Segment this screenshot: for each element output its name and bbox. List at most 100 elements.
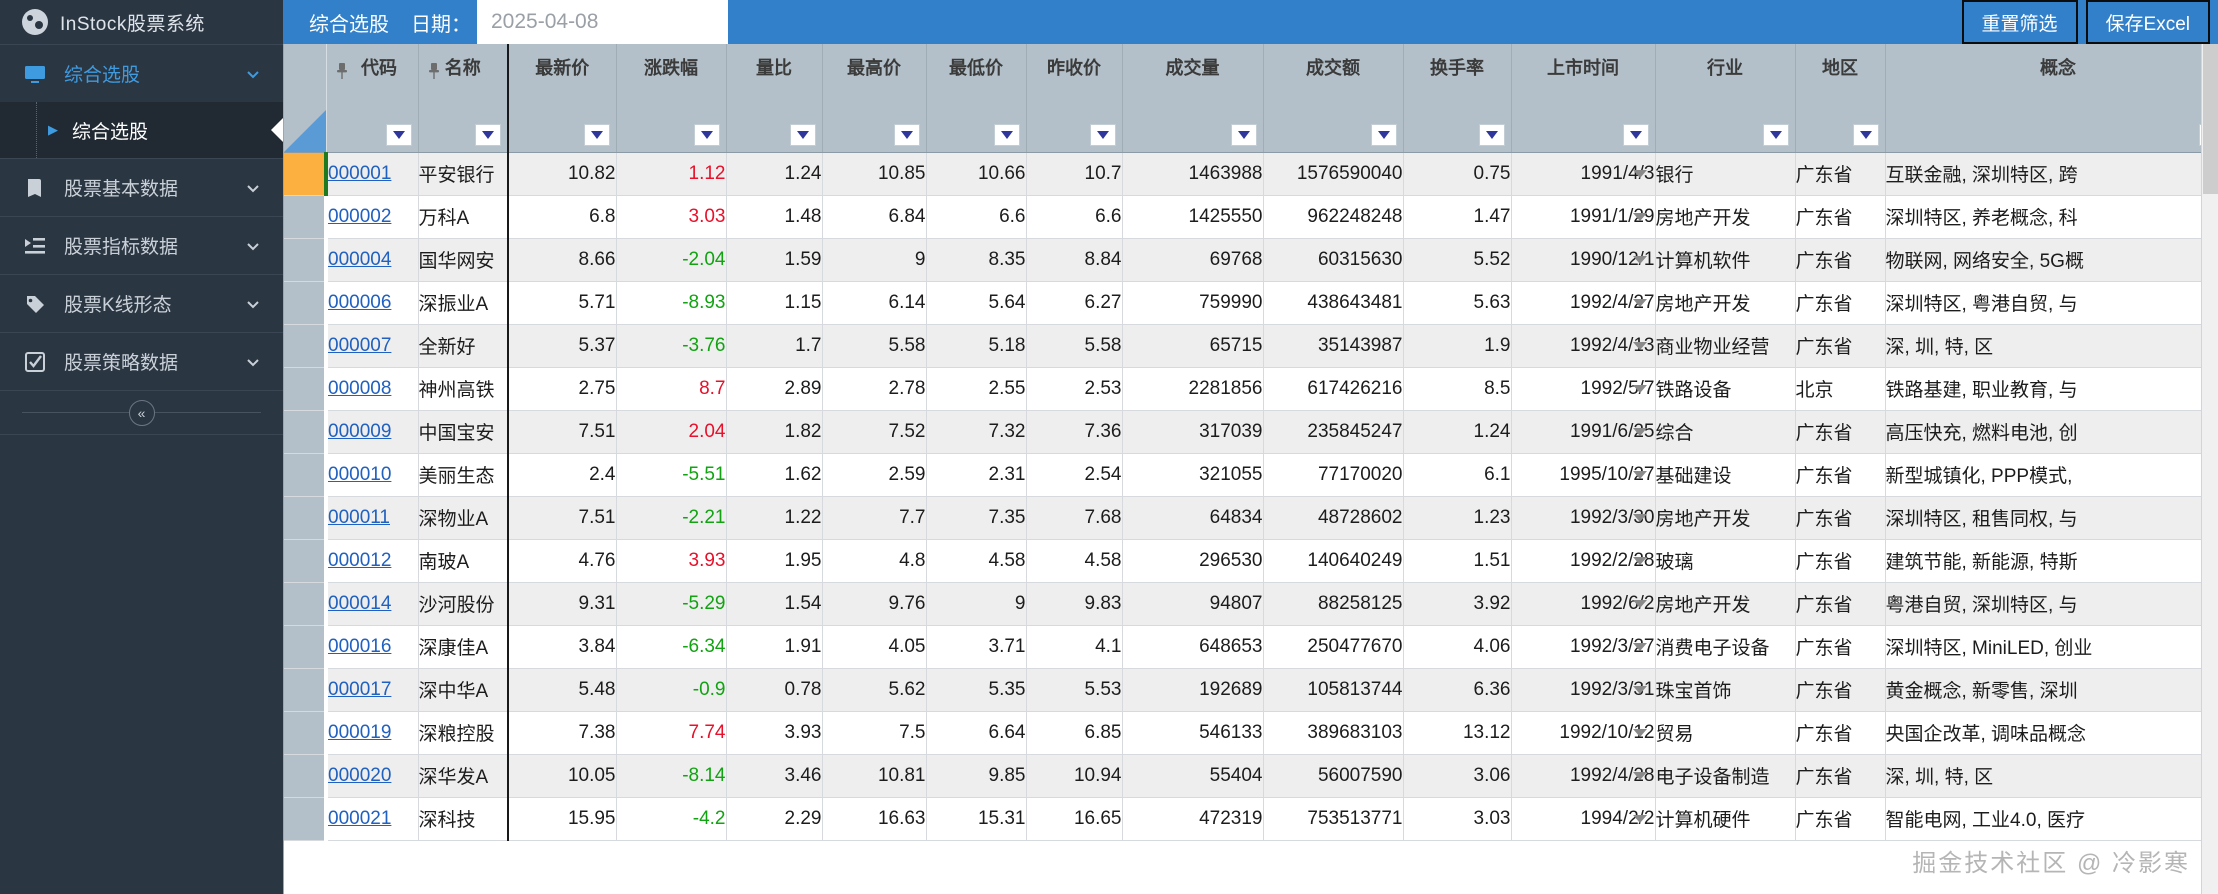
filter-caret-down-icon[interactable]: [893, 123, 920, 146]
table-row[interactable]: 000012 南玻A 4.76 3.93 1.95 4.8 4.58 4.58 296530 14…: [284, 539, 2218, 583]
stock-code-link[interactable]: 000017: [328, 678, 392, 700]
row-selector-cell[interactable]: [284, 711, 327, 755]
column-header-volume[interactable]: 成交量: [1122, 44, 1264, 153]
scrollbar-thumb[interactable]: [2203, 44, 2218, 194]
caret-down-icon[interactable]: [1632, 642, 1647, 651]
table-row[interactable]: 000006 深振业A 5.71 -8.93 1.15 6.14 5.64 6.27 75999…: [284, 281, 2218, 325]
cell-code[interactable]: 000008: [326, 367, 419, 411]
sidebar-item-stock-strategy-data[interactable]: 股票策略数据: [0, 332, 283, 390]
filter-caret-down-icon[interactable]: [1478, 123, 1505, 146]
caret-down-icon[interactable]: [1632, 341, 1647, 350]
stock-code-link[interactable]: 000019: [328, 721, 392, 743]
table-row[interactable]: 000009 中国宝安 7.51 2.04 1.82 7.52 7.32 7.36 317039…: [284, 410, 2218, 454]
cell-code[interactable]: 000007: [326, 324, 419, 368]
caret-down-icon[interactable]: [1632, 814, 1647, 823]
pin-icon[interactable]: [427, 62, 441, 80]
reset-filter-button[interactable]: 重置筛选: [1961, 0, 2078, 44]
date-input[interactable]: [477, 0, 728, 44]
sidebar-item-comprehensive-stock-pick[interactable]: 综合选股: [0, 44, 283, 102]
row-selector-cell[interactable]: [284, 195, 327, 239]
table-row[interactable]: 000010 美丽生态 2.4 -5.51 1.62 2.59 2.31 2.54 321055…: [284, 453, 2218, 497]
column-header-code[interactable]: 代码: [326, 44, 419, 153]
scroll-down-icon[interactable]: [2202, 877, 2218, 894]
column-header-high[interactable]: 最高价: [822, 44, 927, 153]
caret-down-icon[interactable]: [1632, 599, 1647, 608]
table-row[interactable]: 000004 国华网安 8.66 -2.04 1.59 9 8.35 8.84 69768 603…: [284, 238, 2218, 282]
column-header-amount[interactable]: 成交额: [1263, 44, 1404, 153]
column-header-listdate[interactable]: 上市时间: [1511, 44, 1656, 153]
table-row[interactable]: 000016 深康佳A 3.84 -6.34 1.91 4.05 3.71 4.1 648653…: [284, 625, 2218, 669]
stock-code-link[interactable]: 000006: [328, 291, 392, 313]
cell-code[interactable]: 000004: [326, 238, 419, 282]
caret-down-icon[interactable]: [1632, 298, 1647, 307]
stock-code-link[interactable]: 000021: [328, 807, 392, 829]
cell-code[interactable]: 000002: [326, 195, 419, 239]
caret-down-icon[interactable]: [1632, 685, 1647, 694]
stock-code-link[interactable]: 000020: [328, 764, 392, 786]
filter-caret-down-icon[interactable]: [1622, 123, 1649, 146]
filter-caret-down-icon[interactable]: [993, 123, 1020, 146]
cell-code[interactable]: 000010: [326, 453, 419, 497]
caret-down-icon[interactable]: [1632, 470, 1647, 479]
stock-code-link[interactable]: 000004: [328, 248, 392, 270]
sidebar-item-stock-basic-data[interactable]: 股票基本数据: [0, 158, 283, 216]
filter-caret-down-icon[interactable]: [583, 123, 610, 146]
row-selector-cell[interactable]: [284, 496, 327, 540]
column-header-concept[interactable]: 概念: [1885, 44, 2218, 153]
stock-code-link[interactable]: 000010: [328, 463, 392, 485]
row-selector-cell[interactable]: [284, 152, 327, 196]
table-row[interactable]: 000008 神州高铁 2.75 8.7 2.89 2.78 2.55 2.53 2281856…: [284, 367, 2218, 411]
filter-caret-down-icon[interactable]: [1089, 123, 1116, 146]
sidebar-subitem-comprehensive-stock-pick[interactable]: ▶ 综合选股: [0, 102, 285, 158]
cell-code[interactable]: 000020: [326, 754, 419, 798]
table-row[interactable]: 000001 平安银行 10.82 1.12 1.24 10.85 10.66 10.7 146…: [284, 152, 2218, 196]
table-row[interactable]: 000011 深物业A 7.51 -2.21 1.22 7.7 7.35 7.68 64834 4…: [284, 496, 2218, 540]
column-header-price[interactable]: 最新价: [507, 44, 617, 153]
cell-code[interactable]: 000014: [326, 582, 419, 626]
cell-code[interactable]: 000001: [324, 152, 419, 196]
row-selector-cell[interactable]: [284, 754, 327, 798]
stock-code-link[interactable]: 000016: [328, 635, 392, 657]
table-row[interactable]: 000002 万科A 6.8 3.03 1.48 6.84 6.6 6.6 1425550 962…: [284, 195, 2218, 239]
stock-code-link[interactable]: 000001: [328, 162, 392, 184]
table-row[interactable]: 000019 深粮控股 7.38 7.74 3.93 7.5 6.64 6.85 546133 3…: [284, 711, 2218, 755]
row-selector-cell[interactable]: [284, 367, 327, 411]
column-header-industry[interactable]: 行业: [1655, 44, 1796, 153]
cell-code[interactable]: 000017: [326, 668, 419, 712]
cell-code[interactable]: 000021: [326, 797, 419, 841]
sidebar-collapse-button[interactable]: «: [0, 390, 283, 434]
row-selector-cell[interactable]: [284, 238, 327, 282]
pin-icon[interactable]: [335, 62, 349, 80]
sidebar-item-stock-indicator-data[interactable]: 股票指标数据: [0, 216, 283, 274]
filter-caret-down-icon[interactable]: [693, 123, 720, 146]
row-selector-cell[interactable]: [284, 453, 327, 497]
caret-down-icon[interactable]: [1632, 513, 1647, 522]
column-header-name[interactable]: 名称: [418, 44, 509, 153]
sidebar-item-stock-kline-pattern[interactable]: 股票K线形态: [0, 274, 283, 332]
cell-code[interactable]: 000016: [326, 625, 419, 669]
caret-down-icon[interactable]: [1632, 212, 1647, 221]
cell-code[interactable]: 000006: [326, 281, 419, 325]
column-header-turnover[interactable]: 换手率: [1403, 44, 1512, 153]
row-selector-cell[interactable]: [284, 625, 327, 669]
filter-caret-down-icon[interactable]: [1370, 123, 1397, 146]
cell-code[interactable]: 000019: [326, 711, 419, 755]
column-header-volratio[interactable]: 量比: [726, 44, 823, 153]
caret-down-icon[interactable]: [1632, 255, 1647, 264]
table-row[interactable]: 000017 深中华A 5.48 -0.9 0.78 5.62 5.35 5.53 192689…: [284, 668, 2218, 712]
vertical-scrollbar[interactable]: [2201, 44, 2218, 894]
stock-code-link[interactable]: 000009: [328, 420, 392, 442]
filter-caret-down-icon[interactable]: [789, 123, 816, 146]
stock-code-link[interactable]: 000008: [328, 377, 392, 399]
row-selector-cell[interactable]: [284, 582, 327, 626]
caret-down-icon[interactable]: [1632, 384, 1647, 393]
row-selector-cell[interactable]: [284, 324, 327, 368]
stock-code-link[interactable]: 000012: [328, 549, 392, 571]
row-selector-cell[interactable]: [284, 668, 327, 712]
row-selector-cell[interactable]: [284, 539, 327, 583]
stock-code-link[interactable]: 000002: [328, 205, 392, 227]
column-header-change[interactable]: 涨跌幅: [616, 44, 727, 153]
save-excel-button[interactable]: 保存Excel: [2085, 0, 2210, 44]
table-corner-cell[interactable]: [284, 44, 327, 153]
filter-caret-down-icon[interactable]: [475, 123, 501, 146]
